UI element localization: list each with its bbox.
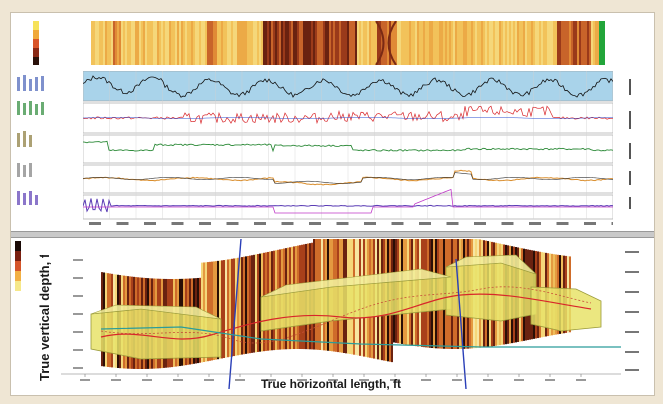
depth-tick [419, 222, 431, 225]
orange-curve [83, 169, 613, 186]
depth-tick [584, 222, 596, 225]
depth-tick [529, 222, 541, 225]
depth-tick [474, 222, 486, 225]
x-axis-title: True horizontal length, ft [261, 377, 401, 391]
vertical-well-1[interactable] [228, 239, 242, 389]
y-axis-title-text: True vertical depth, ft [37, 255, 52, 381]
depth-tick [144, 222, 156, 225]
image-log-legend [33, 21, 47, 65]
depth-tick [391, 222, 404, 225]
depth-tick [556, 222, 569, 225]
section-view[interactable] [61, 239, 621, 389]
formation-top-face-2 [260, 268, 452, 298]
image-log-columns [91, 21, 601, 65]
depth-tick [254, 222, 266, 225]
depth-tick [171, 222, 184, 225]
y-axis-title: True vertical depth, ft [25, 255, 65, 385]
lateral-wellpath[interactable] [100, 326, 621, 348]
section-y-ticks [73, 259, 83, 369]
depth-tick [281, 222, 294, 225]
image-log-end-marker [599, 21, 605, 65]
green-curve [83, 140, 613, 153]
depth-tick [336, 222, 349, 225]
depth-tick [116, 222, 129, 225]
gamma-curve [83, 75, 613, 98]
red-reference-curve [83, 117, 613, 119]
section-right-scale [623, 241, 651, 377]
depth-tick [89, 222, 101, 225]
section-color-legend [15, 241, 31, 291]
section-x-ticks [80, 374, 586, 381]
log-tracks-panel [83, 71, 613, 221]
screenshot-frame: True vertical depth, ft True horizontal … [10, 12, 655, 396]
depth-tick-strip [83, 219, 613, 229]
horizon-line-secondary [100, 286, 592, 344]
formation-block-4[interactable] [530, 286, 602, 332]
depth-tick [446, 222, 459, 225]
depth-tick [611, 222, 613, 225]
depth-tick [309, 222, 321, 225]
depth-tick [226, 222, 239, 225]
panel-separator[interactable] [11, 231, 654, 238]
formation-top-face-1 [90, 304, 222, 320]
depth-tick [364, 222, 376, 225]
purple-curve [83, 198, 613, 213]
image-log-strip [91, 21, 601, 65]
formation-blocks[interactable] [90, 254, 602, 360]
formation-top-face-3 [445, 254, 537, 275]
depth-tick [199, 222, 211, 225]
track-label-column [13, 71, 71, 221]
depth-tick [501, 222, 514, 225]
magenta-curve [83, 188, 613, 214]
track-name-column [619, 71, 643, 221]
vertical-well-2[interactable] [455, 258, 467, 389]
gray-curve [83, 172, 613, 184]
